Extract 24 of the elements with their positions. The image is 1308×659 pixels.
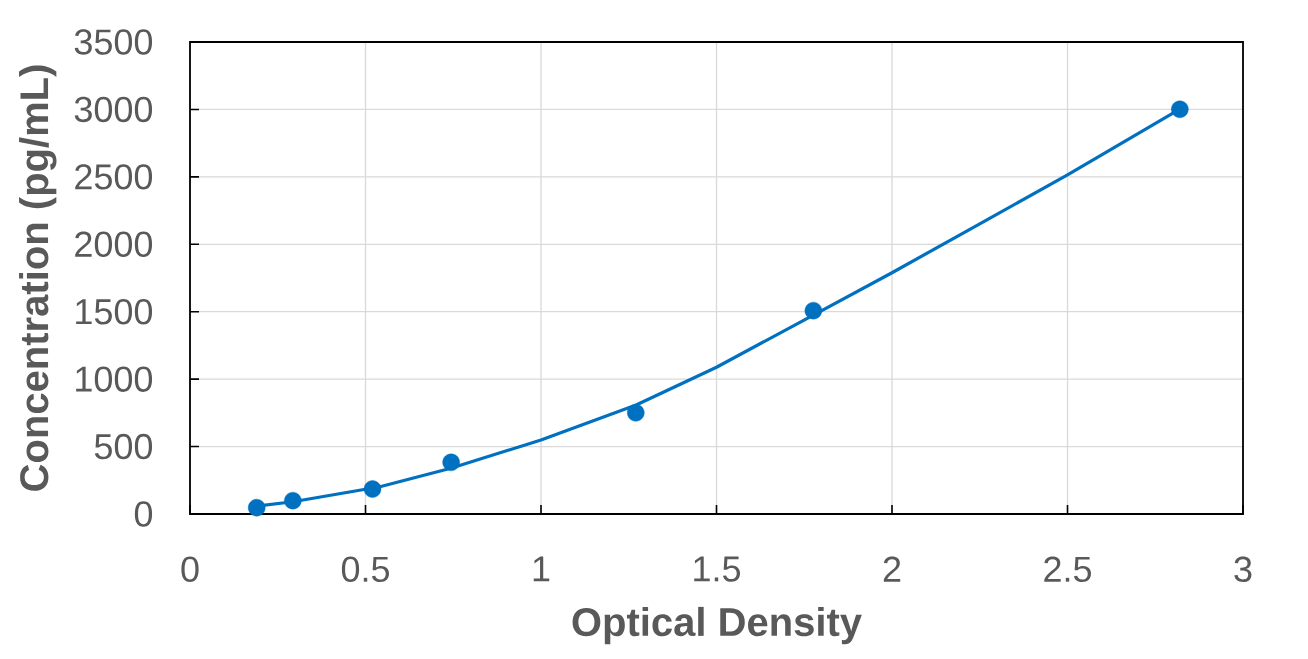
- x-tick-label: 1.5: [694, 556, 741, 582]
- point: [363, 480, 382, 498]
- point: [627, 404, 645, 422]
- x-axis-title: Optical Density: [572, 606, 862, 645]
- point: [1171, 100, 1189, 118]
- y-tick-label: 3500: [74, 29, 153, 55]
- x-tick-label: 1: [533, 556, 550, 582]
- x-tick-label: 0: [181, 556, 199, 583]
- point: [248, 498, 266, 517]
- y-tick-label: 3000: [74, 96, 153, 123]
- y-tick-label: 0: [134, 501, 153, 527]
- point: [442, 453, 460, 472]
- y-tick-label: 2000: [75, 231, 153, 258]
- y-tick-label: 1500: [76, 298, 153, 325]
- y-tick-label: 2500: [75, 164, 153, 190]
- x-tick-label: 2: [883, 556, 901, 582]
- y-axis-title: Concentration (pg/mL): [19, 65, 57, 491]
- x-tick-label: 0.5: [341, 556, 390, 583]
- point: [284, 491, 302, 510]
- x-tick-label: 2.5: [1044, 556, 1092, 583]
- y-tick-label: 1000: [76, 366, 153, 392]
- x-tick-label: 3: [1234, 556, 1252, 583]
- y-tick-label: 500: [94, 433, 153, 460]
- point: [804, 301, 823, 320]
